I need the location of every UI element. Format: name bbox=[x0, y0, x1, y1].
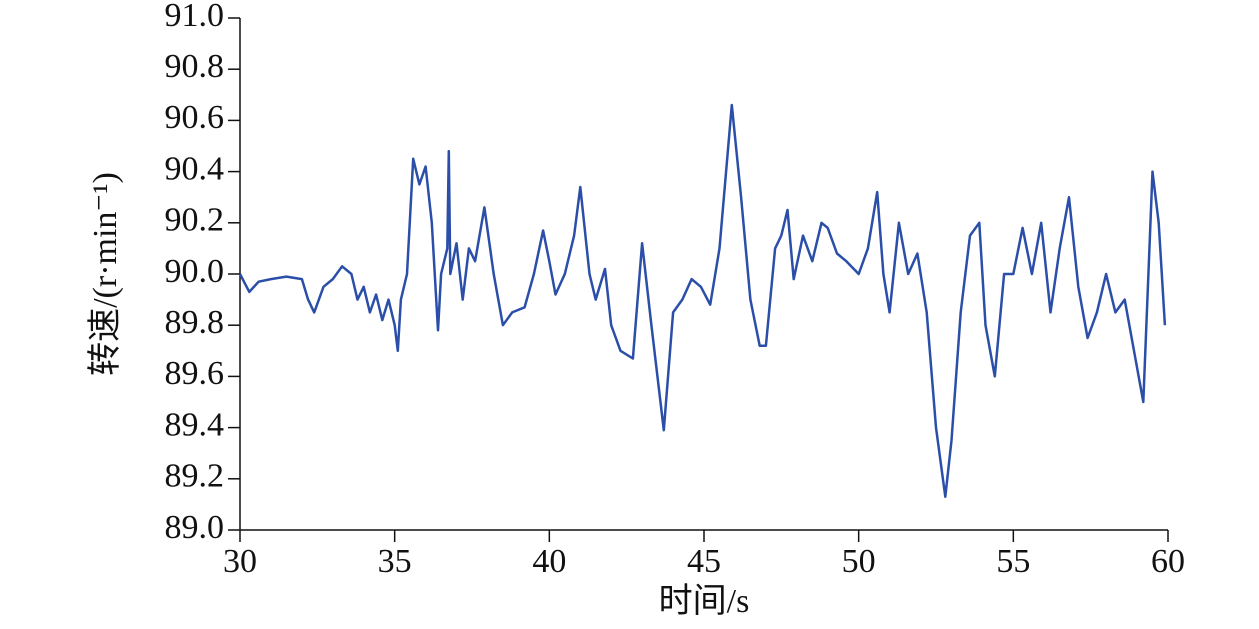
y-tick-label: 90.6 bbox=[165, 99, 225, 136]
y-tick-label: 89.2 bbox=[165, 458, 225, 495]
data-line bbox=[238, 103, 1167, 498]
y-tick-label: 90.8 bbox=[165, 48, 225, 85]
y-tick-label: 91.0 bbox=[165, 0, 225, 34]
y-axis-label: 转速/(r·min⁻¹) bbox=[86, 172, 124, 376]
x-axis-label: 时间/s bbox=[659, 583, 750, 620]
x-tick-label: 40 bbox=[532, 543, 566, 580]
x-tick-label: 30 bbox=[223, 543, 257, 580]
y-tick-label: 89.6 bbox=[165, 355, 225, 392]
y-tick-label: 89.4 bbox=[165, 406, 225, 443]
x-tick-label: 50 bbox=[842, 543, 876, 580]
y-tick-label: 90.4 bbox=[165, 150, 225, 187]
x-tick-label: 55 bbox=[996, 543, 1030, 580]
x-tick-label: 60 bbox=[1151, 543, 1185, 580]
y-tick-label: 89.0 bbox=[165, 509, 225, 546]
y-tick-label: 90.2 bbox=[165, 202, 225, 239]
x-tick-label: 35 bbox=[378, 543, 412, 580]
y-tick-label: 89.8 bbox=[165, 304, 225, 341]
y-tick-label: 90.0 bbox=[165, 253, 225, 290]
x-tick-label: 45 bbox=[687, 543, 721, 580]
